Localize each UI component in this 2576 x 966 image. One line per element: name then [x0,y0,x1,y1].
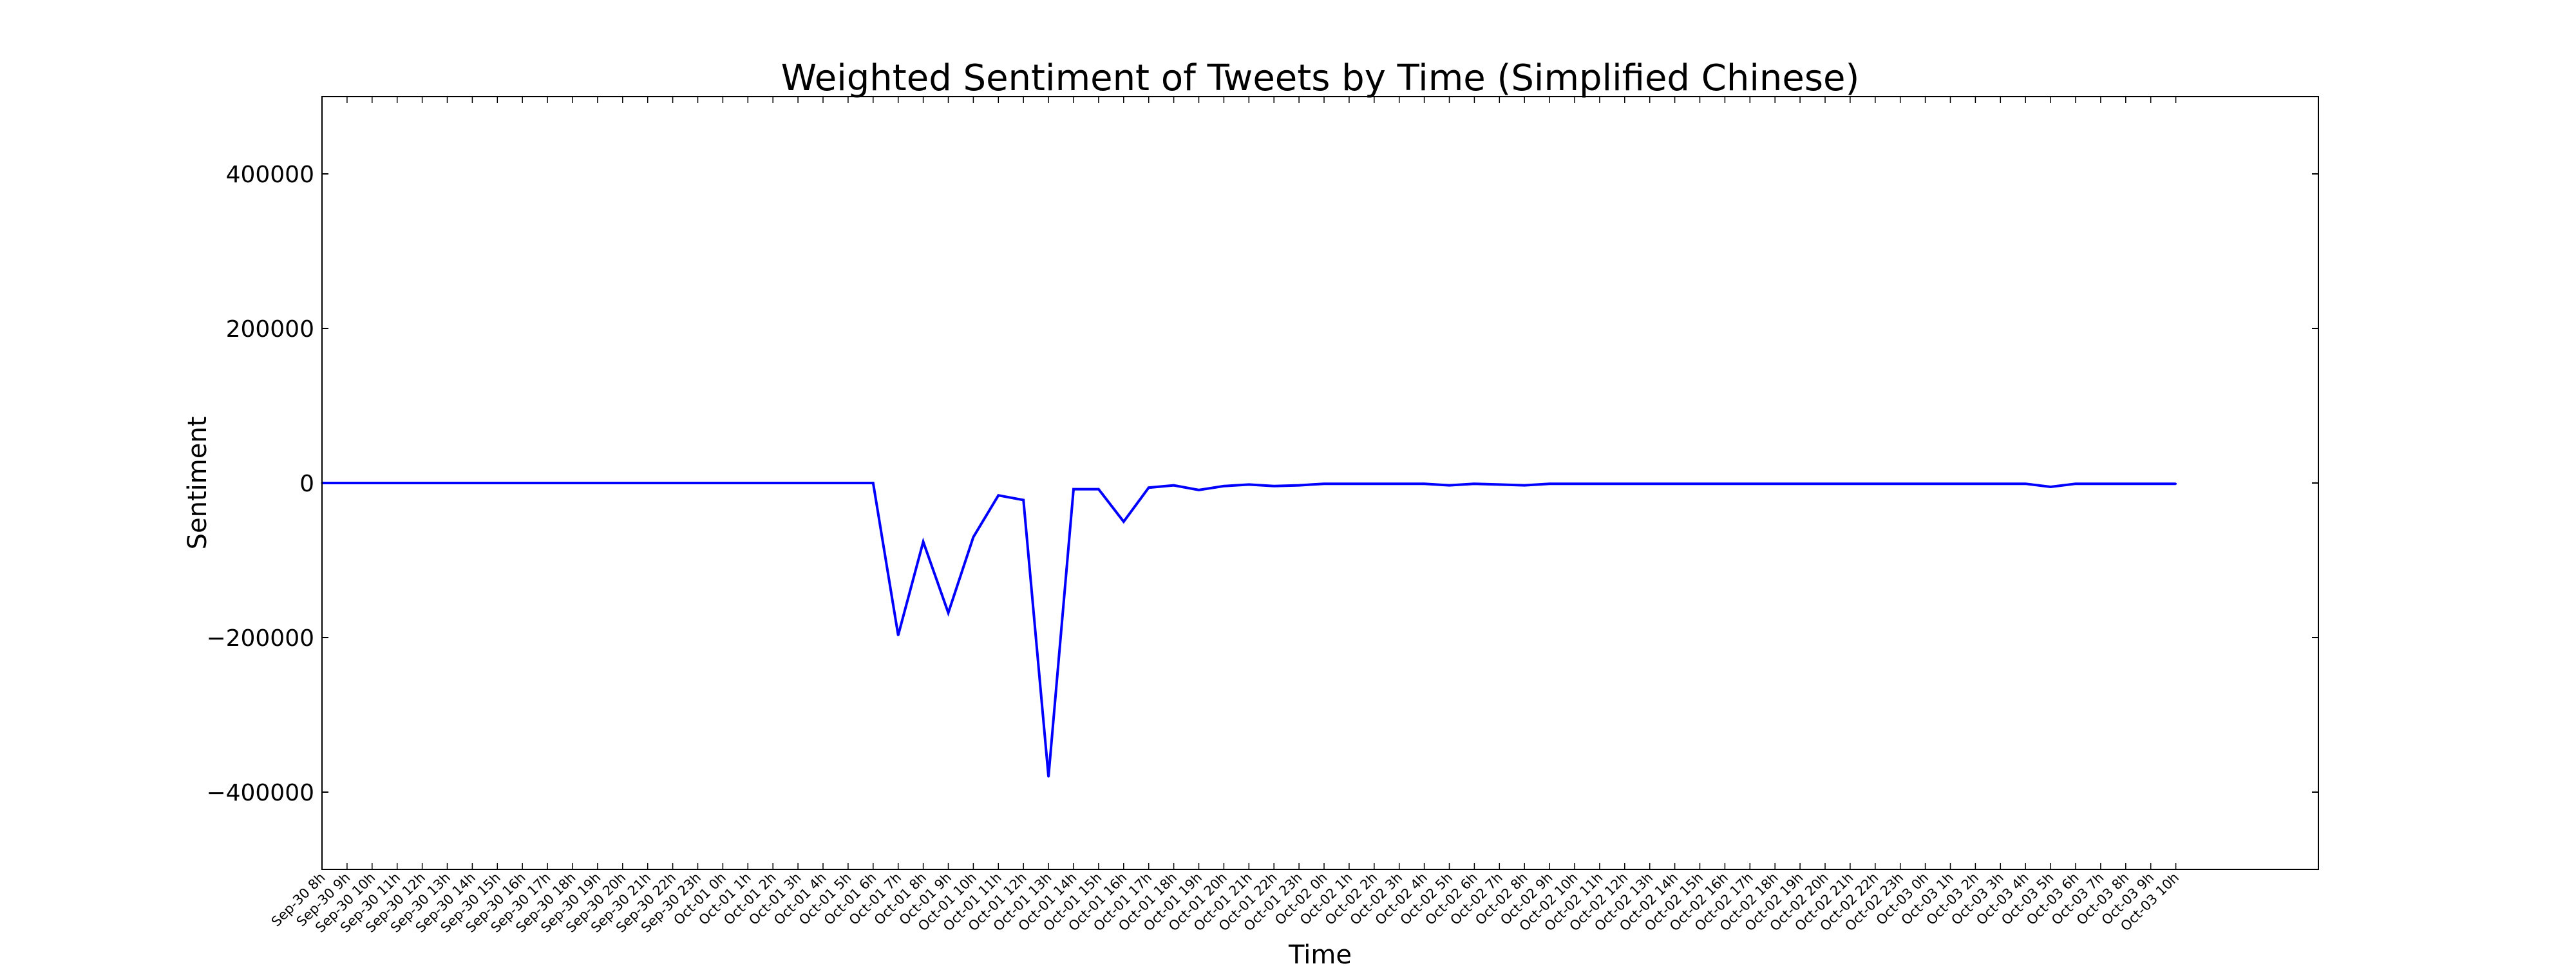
data-point [1748,482,1751,485]
data-point [2150,482,2152,485]
data-point [772,482,774,484]
data-point [471,482,473,484]
data-point [1173,484,1175,487]
data-point [1398,482,1401,485]
data-point [1448,484,1450,487]
data-point [521,482,524,484]
data-point [1723,482,1726,485]
data-point [1874,482,1877,485]
data-point [997,494,999,497]
data-point [1548,482,1551,485]
data-point [1198,489,1200,491]
data-point [1072,488,1075,491]
data-point [1298,484,1300,487]
data-point [1247,483,1250,486]
x-axis-label: Time [1288,940,1352,966]
y-tick-label: 0 [299,471,314,497]
data-point [596,482,599,484]
data-point [847,482,849,484]
data-point [396,482,399,484]
data-point [797,482,799,484]
data-point [1323,482,1325,485]
data-point [1674,482,1676,485]
data-point [697,482,699,484]
data-point [947,612,949,614]
data-point [1799,482,1801,485]
data-point [1423,482,1426,485]
y-tick-label: 400000 [226,162,314,188]
y-tick-label: −400000 [206,780,314,806]
data-point [496,482,498,484]
data-point [822,482,824,484]
data-point [1924,482,1927,485]
data-point [647,482,649,484]
data-point [2074,482,2077,485]
data-point [1047,775,1050,778]
data-point [546,482,549,484]
data-point [1222,485,1225,488]
chart-title: Weighted Sentiment of Tweets by Time (Si… [781,57,1860,99]
data-point [1774,482,1776,485]
data-point [421,482,424,484]
data-point [1649,482,1651,485]
data-point [1598,482,1601,485]
data-point [571,482,574,484]
data-point [922,540,925,543]
plot-area-frame [321,96,2319,870]
data-point [2125,482,2127,485]
data-point [446,482,448,484]
data-point [872,482,875,484]
data-point [1473,482,1475,485]
data-point [972,536,974,538]
data-point [672,482,674,484]
data-point [346,482,348,484]
data-point [1273,485,1275,488]
data-point [2024,482,2027,485]
y-tick-label: 200000 [226,316,314,343]
data-point [1122,520,1125,523]
data-point [1148,486,1150,489]
y-axis-label: Sentiment [183,417,213,550]
data-point [1022,498,1025,501]
data-point [1999,482,2002,485]
data-point [1523,484,1526,487]
data-point [1949,482,1951,485]
data-point [1624,482,1626,485]
data-point [2099,482,2102,485]
data-point [746,482,749,484]
data-point [2049,486,2052,488]
data-point [1699,482,1701,485]
data-point [371,482,374,484]
data-point [1373,482,1376,485]
data-point [1974,482,1976,485]
y-tick-label: −200000 [206,625,314,652]
data-point [1498,483,1501,486]
data-point [1097,488,1100,491]
data-point [721,482,724,484]
series-layer [321,482,2177,778]
data-point [1899,482,1902,485]
data-point [2175,482,2177,485]
data-point [897,634,900,636]
data-point [621,482,624,484]
series-line [322,482,2176,777]
data-point [1824,482,1826,485]
data-point [1573,482,1576,485]
data-point [1849,482,1852,485]
data-point [1348,482,1350,485]
